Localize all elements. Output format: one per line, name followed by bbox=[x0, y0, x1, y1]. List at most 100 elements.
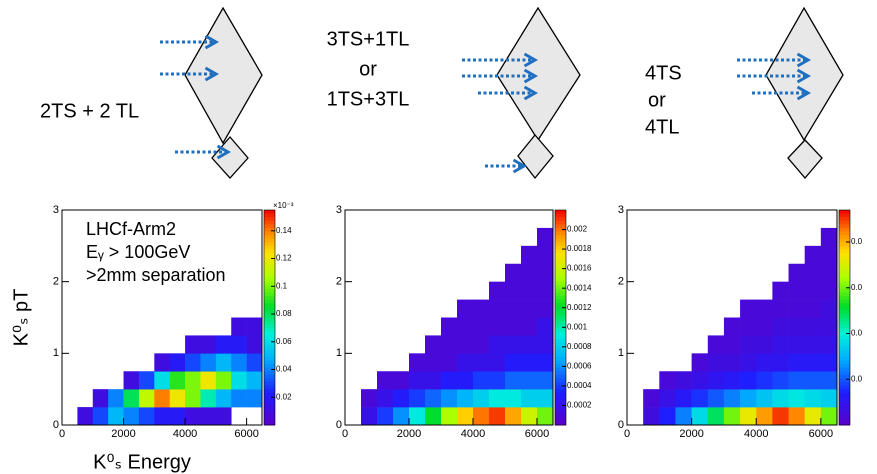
cell bbox=[93, 389, 109, 407]
colorbar-band bbox=[264, 318, 275, 322]
cell bbox=[821, 371, 837, 389]
colorbar-band bbox=[839, 389, 850, 393]
cell bbox=[692, 353, 708, 371]
colorbar-band bbox=[264, 325, 275, 329]
colorbar-band bbox=[264, 357, 275, 361]
z-tick-label: 0.0 bbox=[851, 329, 863, 338]
x-tick-label: 0 bbox=[342, 428, 348, 440]
cell bbox=[200, 407, 216, 425]
colorbar-band bbox=[555, 217, 566, 221]
z-label: ×10⁻³ bbox=[273, 201, 294, 210]
cell bbox=[805, 353, 821, 371]
cell bbox=[805, 389, 821, 407]
cell bbox=[200, 371, 216, 389]
colorbar-band bbox=[839, 375, 850, 379]
cell bbox=[124, 407, 140, 425]
colorbar-band bbox=[264, 375, 275, 379]
diagram-label: or bbox=[359, 58, 377, 80]
cell bbox=[441, 371, 457, 389]
colorbar-band bbox=[839, 310, 850, 314]
colorbar-band bbox=[264, 260, 275, 264]
cell bbox=[756, 371, 772, 389]
colorbar-band bbox=[839, 275, 850, 279]
colorbar-band bbox=[839, 232, 850, 236]
cell bbox=[231, 318, 247, 336]
colorbar-band bbox=[264, 239, 275, 243]
colorbar-band bbox=[555, 357, 566, 361]
cell bbox=[821, 407, 837, 425]
cell bbox=[489, 335, 505, 353]
z-tick-label: 0.0 bbox=[851, 283, 863, 292]
cell bbox=[740, 389, 756, 407]
cell bbox=[170, 389, 186, 407]
cell bbox=[789, 371, 805, 389]
diagram-label: 4TS bbox=[645, 62, 682, 84]
cell bbox=[409, 353, 425, 371]
colorbar-band bbox=[555, 350, 566, 354]
z-tick-label: 0.002 bbox=[567, 225, 588, 234]
colorbar-band bbox=[839, 303, 850, 307]
cell bbox=[441, 353, 457, 371]
cell bbox=[537, 282, 553, 300]
cell bbox=[441, 335, 457, 353]
cell bbox=[821, 228, 837, 246]
cell bbox=[473, 353, 489, 371]
cell bbox=[124, 371, 140, 389]
cell bbox=[521, 371, 537, 389]
colorbar-band bbox=[555, 303, 566, 307]
colorbar-band bbox=[839, 325, 850, 329]
cell bbox=[821, 389, 837, 407]
cell bbox=[441, 407, 457, 425]
cell bbox=[457, 353, 473, 371]
cell bbox=[473, 300, 489, 318]
cell bbox=[377, 407, 393, 425]
cell bbox=[521, 389, 537, 407]
cell bbox=[170, 371, 186, 389]
cell bbox=[521, 335, 537, 353]
colorbar-band bbox=[555, 267, 566, 271]
colorbar-band bbox=[555, 242, 566, 246]
cell bbox=[521, 300, 537, 318]
z-tick-label: 0.0006 bbox=[567, 361, 592, 370]
cell bbox=[457, 335, 473, 353]
x-tick-label: 2000 bbox=[679, 428, 703, 440]
diagram-label: or bbox=[648, 89, 666, 111]
colorbar-band bbox=[839, 418, 850, 422]
cell bbox=[231, 335, 247, 353]
y-tick-label: 0 bbox=[336, 419, 342, 431]
annotation: >2mm separation bbox=[86, 265, 226, 285]
cell bbox=[489, 371, 505, 389]
colorbar-band bbox=[839, 214, 850, 218]
colorbar-band bbox=[839, 411, 850, 415]
cell bbox=[425, 371, 441, 389]
colorbar-band bbox=[839, 292, 850, 296]
cell bbox=[805, 318, 821, 336]
cell bbox=[425, 353, 441, 371]
colorbar-band bbox=[264, 353, 275, 357]
diagram-3: 4TS or 4TL bbox=[645, 8, 843, 178]
cell bbox=[489, 389, 505, 407]
cell bbox=[457, 371, 473, 389]
cell bbox=[789, 282, 805, 300]
cell bbox=[473, 335, 489, 353]
cell bbox=[772, 371, 788, 389]
colorbar-band bbox=[555, 325, 566, 329]
colorbar-band bbox=[264, 221, 275, 225]
cell bbox=[675, 407, 691, 425]
cell bbox=[505, 300, 521, 318]
colorbar-band bbox=[839, 364, 850, 368]
z-tick-label: 0.001 bbox=[567, 322, 588, 331]
colorbar-band bbox=[264, 246, 275, 250]
colorbar-band bbox=[839, 224, 850, 228]
colorbar-band bbox=[264, 300, 275, 304]
colorbar-band bbox=[839, 400, 850, 404]
colorbar-band bbox=[264, 249, 275, 253]
cell bbox=[756, 353, 772, 371]
colorbar-band bbox=[555, 221, 566, 225]
cell bbox=[789, 407, 805, 425]
cell bbox=[772, 282, 788, 300]
cell bbox=[805, 335, 821, 353]
cell bbox=[756, 407, 772, 425]
